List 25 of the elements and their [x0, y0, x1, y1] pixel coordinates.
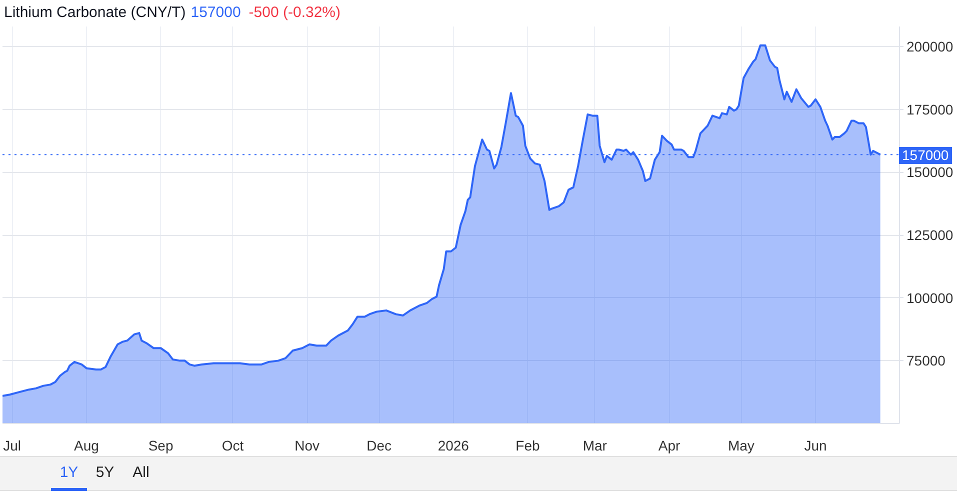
x-tick-label: 2026 [438, 438, 470, 454]
x-tick-label: Oct [222, 438, 244, 454]
x-tick-label: Nov [294, 438, 320, 454]
y-tick-label: 175000 [906, 101, 954, 118]
x-tick-label: Mar [582, 438, 608, 454]
y-tick-label: 150000 [906, 164, 954, 180]
text: 1Y [51, 457, 87, 491]
x-tick-label: Aug [74, 438, 99, 454]
x-tick-label: Jun [804, 438, 827, 454]
y-tick-label: 125000 [906, 227, 954, 244]
text: 157000 [190, 4, 241, 21]
x-tick-label: Dec [366, 438, 392, 454]
chart-title: Lithium Carbonate (CNY/T) [4, 4, 186, 21]
x-tick-label: May [728, 438, 754, 454]
text: 5Y [94, 463, 116, 483]
x-tick-label: Sep [148, 438, 174, 454]
ref-line-label: 157000 [899, 147, 952, 164]
x-tick-label: Apr [658, 438, 680, 454]
text: All [132, 463, 150, 483]
y-tick-label: 100000 [906, 290, 954, 306]
text: -500 (-0.32%) [248, 4, 341, 21]
y-tick-label: 200000 [906, 38, 954, 55]
y-tick-label: 75000 [906, 352, 946, 369]
x-tick-label: Feb [516, 438, 540, 454]
x-tick-label: Jul [3, 438, 22, 454]
